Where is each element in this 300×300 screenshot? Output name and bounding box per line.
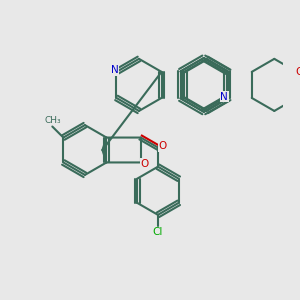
Text: Cl: Cl — [153, 227, 163, 237]
Text: N: N — [220, 92, 228, 102]
Text: O: O — [296, 67, 300, 77]
Text: O: O — [140, 159, 148, 169]
Text: O: O — [158, 141, 166, 151]
Text: N: N — [111, 65, 119, 76]
Text: CH₃: CH₃ — [44, 116, 61, 125]
